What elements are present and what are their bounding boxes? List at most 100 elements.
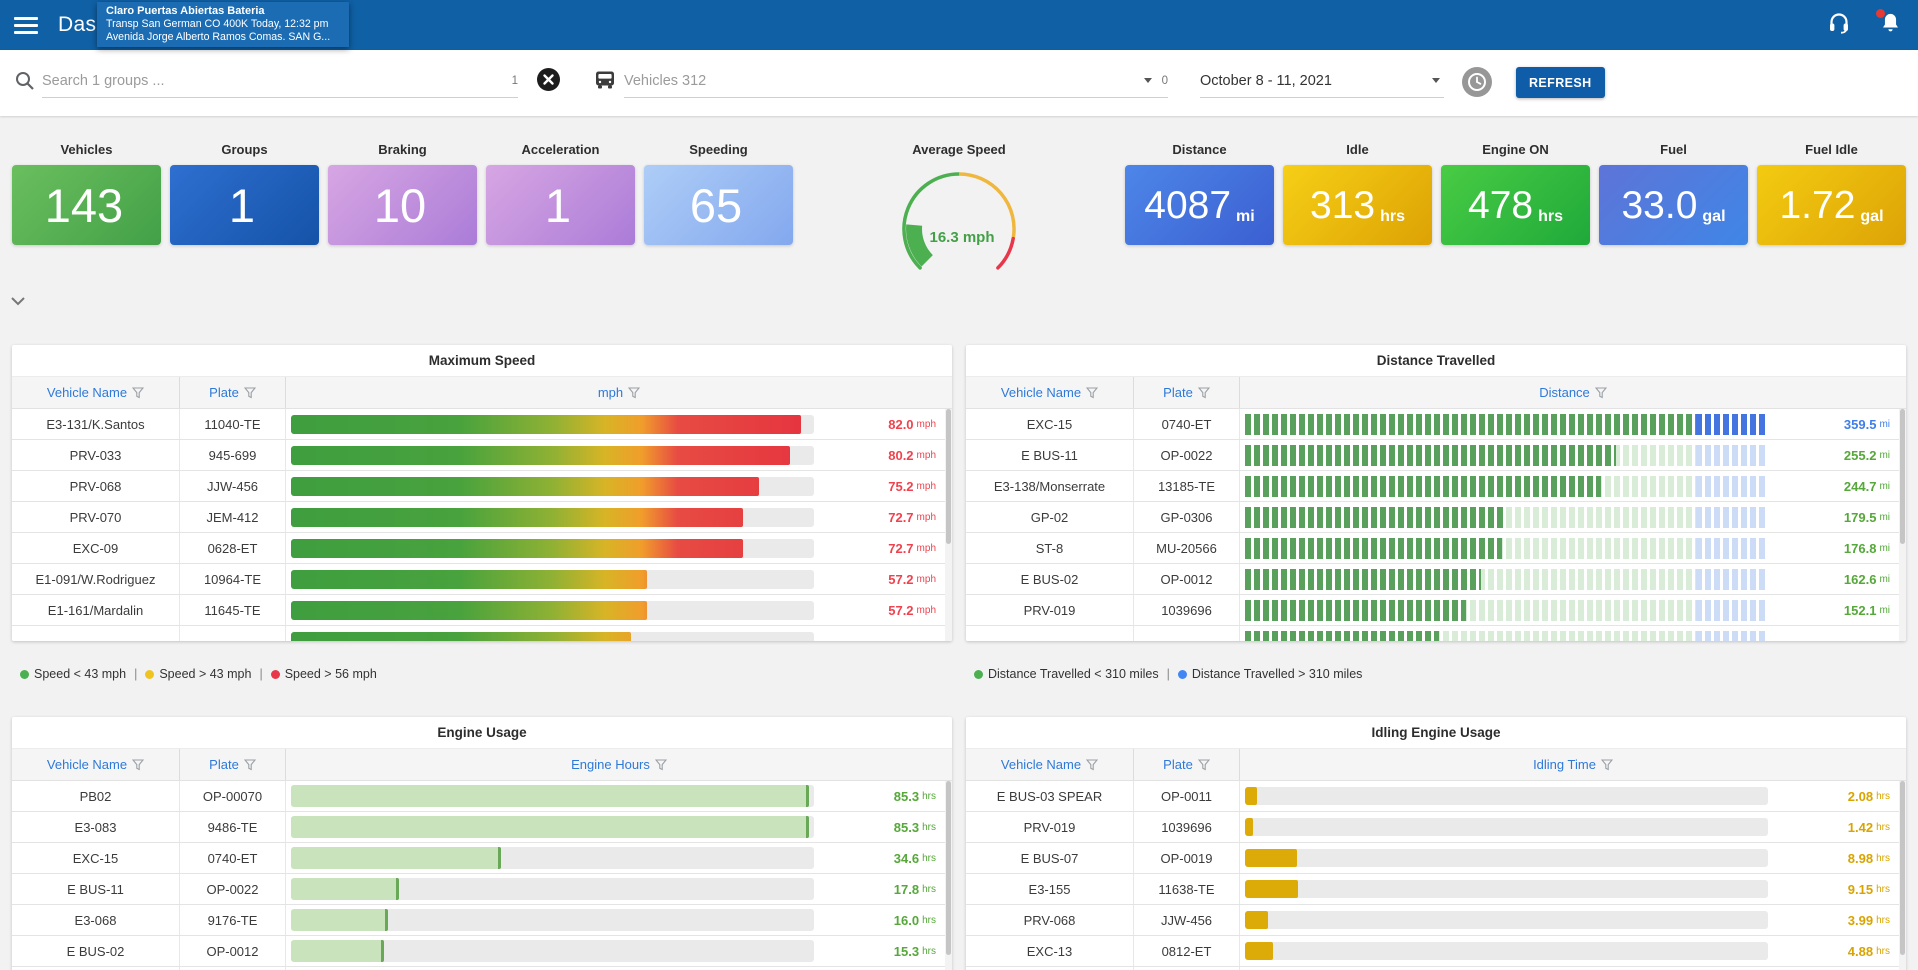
menu-icon[interactable] <box>14 16 40 34</box>
panel-title: Maximum Speed <box>12 345 952 377</box>
row-value: 80.2 <box>888 447 914 463</box>
vehicle-name: EXC-15 <box>72 850 119 866</box>
dashboard-main: Vehicles 143 Groups 1 Braking 10 Acceler… <box>0 116 1918 970</box>
row-value: 17.8 <box>893 881 920 897</box>
table-row[interactable]: PRV-019 1039696 152.1 mi <box>966 595 1906 626</box>
kpi-card: 478 hrs <box>1441 165 1590 245</box>
filter-icon[interactable] <box>1197 758 1210 771</box>
bar-fill <box>1245 818 1254 836</box>
column-header-vehicle-name[interactable]: Vehicle Name <box>1000 757 1082 772</box>
column-header-vehicle-name[interactable]: Vehicle Name <box>46 757 128 772</box>
table-row[interactable]: PB02 OP-00070 85.3 hrs <box>12 781 952 812</box>
filter-icon[interactable] <box>132 758 145 771</box>
scrollbar[interactable] <box>1899 781 1906 970</box>
value-bar <box>1245 942 1768 960</box>
history-icon[interactable] <box>1462 67 1492 97</box>
table-row[interactable]: E BUS-07 OP-0019 8.98 hrs <box>966 843 1906 874</box>
value-bar <box>291 507 814 527</box>
table-row[interactable]: E3-155 11638-TE 9.15 hrs <box>966 874 1906 905</box>
filter-icon[interactable] <box>243 758 256 771</box>
table-panel: Idling Engine Usage Vehicle Name Plate I… <box>966 717 1906 970</box>
refresh-button[interactable]: REFRESH <box>1516 67 1605 98</box>
filter-icon[interactable] <box>1086 758 1099 771</box>
filter-icon[interactable] <box>654 758 667 771</box>
vehicle-plate: 10964-TE <box>203 571 262 587</box>
row-value: 57.2 <box>888 571 914 587</box>
column-header-plate[interactable]: Plate <box>1163 757 1193 772</box>
table-row[interactable]: E BUS-02 OP-0012 162.6 mi <box>966 564 1906 595</box>
filter-icon[interactable] <box>1086 386 1099 399</box>
table-row[interactable]: EXC-15 0740-ET 359.5 mi <box>966 409 1906 440</box>
table-row[interactable]: E BUS-11 OP-0022 17.8 hrs <box>12 874 952 905</box>
table-row[interactable] <box>12 626 952 641</box>
date-range-value: October 8 - 11, 2021 <box>1200 72 1332 89</box>
bar-stripe-segment <box>1245 537 1503 559</box>
row-value-unit: mi <box>1879 418 1890 430</box>
kpi-label: Idle <box>1346 142 1369 157</box>
table-row[interactable]: PRV-070 JEM-412 72.7 mph <box>12 502 952 533</box>
date-range-select[interactable]: October 8 - 11, 2021 <box>1200 64 1444 98</box>
row-value-unit: hrs <box>922 790 936 802</box>
table-row[interactable]: E1-161/Mardalin 11645-TE 57.2 mph <box>12 595 952 626</box>
filter-icon[interactable] <box>1600 758 1613 771</box>
vehicle-plate: 0740-ET <box>207 850 258 866</box>
column-header-value[interactable]: Idling Time <box>1533 757 1596 772</box>
column-header-value[interactable]: Engine Hours <box>571 757 650 772</box>
value-bar <box>291 600 814 620</box>
group-search-input[interactable]: Search 1 groups ... 1 <box>42 64 518 98</box>
headset-icon[interactable] <box>1827 11 1851 40</box>
chevron-down-icon[interactable] <box>10 293 32 311</box>
bell-icon[interactable] <box>1876 8 1902 40</box>
vehicle-name: PRV-068 <box>69 478 122 494</box>
bar-fill <box>291 507 744 527</box>
filter-icon[interactable] <box>132 386 145 399</box>
column-header-vehicle-name[interactable]: Vehicle Name <box>46 385 128 400</box>
row-value: 179.5 <box>1843 509 1877 525</box>
table-row[interactable]: PRV-068 JJW-456 75.2 mph <box>12 471 952 502</box>
table-header: Vehicle Name Plate Engine Hours <box>12 749 952 781</box>
row-value: 162.6 <box>1843 571 1877 587</box>
table-row[interactable]: E3-083 9486-TE 85.3 hrs <box>12 812 952 843</box>
table-row[interactable]: E3-131/K.Santos 11040-TE 82.0 mph <box>12 409 952 440</box>
table-row[interactable]: E BUS-05OP-00154.11hrs <box>966 967 1906 970</box>
vehicle-select-input[interactable]: Vehicles 312 0 <box>624 64 1168 98</box>
filter-toolbar: Search 1 groups ... 1 Vehicles 312 0 Oct… <box>0 50 1918 116</box>
table-row[interactable]: E3-068 9176-TE 16.0 hrs <box>12 905 952 936</box>
table-row[interactable]: EXC-09 0628-ET 72.7 mph <box>12 533 952 564</box>
column-header-vehicle-name[interactable]: Vehicle Name <box>1000 385 1082 400</box>
kpi-card: 143 <box>12 165 161 245</box>
scrollbar[interactable] <box>945 409 952 641</box>
table-row[interactable]: E1-091/W.Rodriguez 10964-TE 57.2 mph <box>12 564 952 595</box>
table-row[interactable]: ST-8 MU-20566 176.8 mi <box>966 533 1906 564</box>
filter-icon[interactable] <box>1594 386 1607 399</box>
filter-icon[interactable] <box>243 386 256 399</box>
table-row[interactable]: PRV-068 JJW-456 3.99 hrs <box>966 905 1906 936</box>
table-row[interactable] <box>966 626 1906 641</box>
table-row[interactable]: GP-02 GP-0306 179.5 mi <box>966 502 1906 533</box>
clear-icon[interactable] <box>536 67 561 95</box>
kpi-value: 1.72 <box>1779 183 1856 227</box>
table-row[interactable]: EXC-13 0812-ET 4.88 hrs <box>966 936 1906 967</box>
table-row[interactable]: E BUS-02 OP-0012 15.3 hrs <box>12 936 952 967</box>
notification-dot <box>1876 8 1885 18</box>
filter-icon[interactable] <box>1197 386 1210 399</box>
filter-icon[interactable] <box>628 386 641 399</box>
table-row[interactable]: E BUS-11 OP-0022 255.2 mi <box>966 440 1906 471</box>
table-row[interactable]: E BUS-03 SPEAR OP-0011 2.08 hrs <box>966 781 1906 812</box>
column-header-plate[interactable]: Plate <box>1163 385 1193 400</box>
table-row[interactable]: PRV-019 1039696 1.42 hrs <box>966 812 1906 843</box>
legend-dot <box>270 669 280 679</box>
table-row[interactable]: EXC-15 0740-ET 34.6 hrs <box>12 843 952 874</box>
column-header-value[interactable]: Distance <box>1539 385 1590 400</box>
kpi-label: Speeding <box>689 142 748 157</box>
scrollbar[interactable] <box>945 781 952 970</box>
column-header-plate[interactable]: Plate <box>209 757 239 772</box>
table-row[interactable]: E3-138/Monserrate 13185-TE 244.7 mi <box>966 471 1906 502</box>
notification-card[interactable]: Claro Puertas Abiertas Bateria Transp Sa… <box>97 2 349 47</box>
bar-stripe-segment <box>1245 630 1696 641</box>
column-header-plate[interactable]: Plate <box>209 385 239 400</box>
column-header-value[interactable]: mph <box>597 385 624 400</box>
table-row[interactable]: PRV-033 945-699 80.2 mph <box>12 440 952 471</box>
scrollbar[interactable] <box>1899 409 1906 641</box>
